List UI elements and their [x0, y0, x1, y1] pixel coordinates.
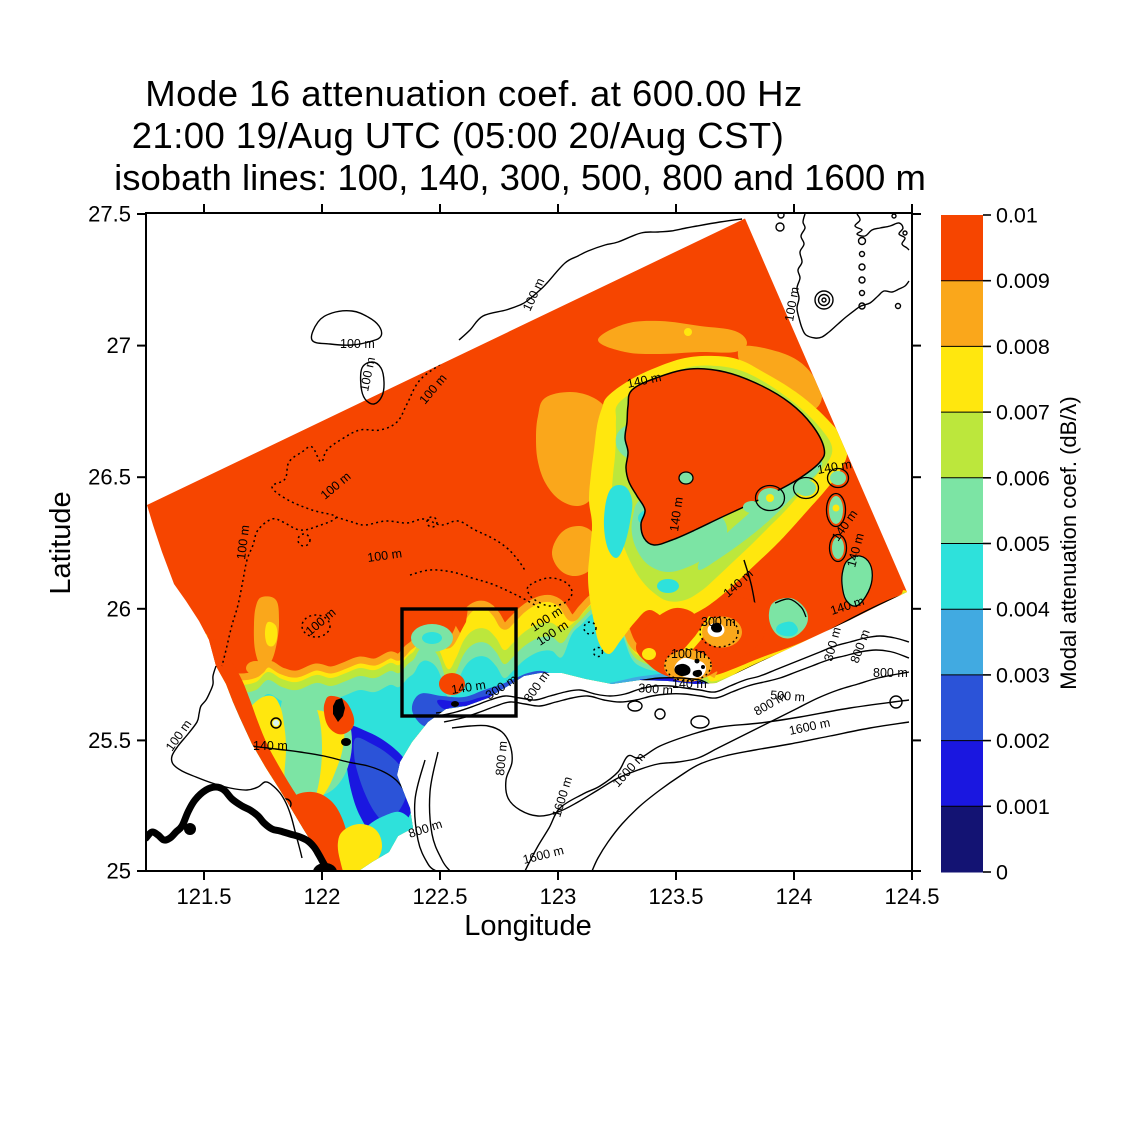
svg-text:121.5: 121.5 [176, 884, 231, 909]
svg-text:21:00 19/Aug UTC (05:00 20/Aug: 21:00 19/Aug UTC (05:00 20/Aug CST) [132, 115, 784, 156]
svg-text:Longitude: Longitude [464, 910, 591, 942]
svg-text:300 m: 300 m [638, 681, 674, 697]
svg-text:140 m: 140 m [816, 457, 853, 477]
svg-text:26.5: 26.5 [88, 465, 131, 490]
svg-text:800 m: 800 m [493, 740, 510, 776]
svg-text:100 m: 100 m [520, 276, 547, 313]
svg-text:124: 124 [776, 884, 813, 909]
svg-text:0.007: 0.007 [996, 401, 1050, 425]
svg-text:25.5: 25.5 [88, 728, 131, 753]
svg-text:100 m: 100 m [357, 356, 378, 393]
svg-text:isobath lines: 100, 140, 300,: isobath lines: 100, 140, 300, 500, 800 a… [114, 157, 926, 198]
svg-text:140 m: 140 m [672, 677, 707, 691]
svg-text:122.5: 122.5 [412, 884, 467, 909]
svg-text:0.003: 0.003 [996, 663, 1050, 687]
svg-text:0.005: 0.005 [996, 532, 1050, 556]
svg-text:0.01: 0.01 [996, 204, 1038, 228]
svg-text:0.001: 0.001 [996, 795, 1050, 819]
svg-text:Latitude: Latitude [45, 491, 77, 594]
svg-text:Mode 16 attenuation coef. at 6: Mode 16 attenuation coef. at 600.00 Hz [145, 73, 802, 114]
svg-text:500 m: 500 m [770, 688, 806, 704]
svg-text:800 m: 800 m [873, 666, 908, 680]
svg-text:0.004: 0.004 [996, 598, 1050, 622]
svg-text:0: 0 [996, 861, 1008, 885]
svg-text:800 m: 800 m [407, 817, 444, 841]
svg-text:800 m: 800 m [848, 628, 873, 665]
svg-text:100 m: 100 m [782, 286, 802, 323]
svg-text:100 m: 100 m [163, 717, 194, 753]
svg-text:140 m: 140 m [253, 739, 288, 753]
svg-text:122: 122 [304, 884, 341, 909]
svg-text:0.008: 0.008 [996, 335, 1050, 359]
svg-text:0.002: 0.002 [996, 729, 1050, 753]
svg-text:27: 27 [107, 333, 131, 358]
svg-text:140 m: 140 m [450, 678, 487, 697]
svg-text:27.5: 27.5 [88, 202, 131, 227]
svg-text:123: 123 [540, 884, 577, 909]
svg-text:1600 m: 1600 m [788, 716, 832, 738]
svg-text:Modal attenuation coef. (dB/λ): Modal attenuation coef. (dB/λ) [1056, 396, 1081, 690]
svg-text:1600 m: 1600 m [549, 775, 575, 819]
svg-text:1600 m: 1600 m [521, 843, 565, 867]
svg-text:124.5: 124.5 [884, 884, 939, 909]
svg-text:140 m: 140 m [667, 496, 686, 532]
svg-text:100 m: 100 m [671, 647, 706, 661]
svg-text:26: 26 [107, 596, 131, 621]
svg-text:100 m: 100 m [366, 546, 402, 565]
svg-text:100 m: 100 m [234, 524, 252, 560]
svg-text:123.5: 123.5 [648, 884, 703, 909]
svg-text:100 m: 100 m [340, 337, 375, 351]
svg-text:0.009: 0.009 [996, 269, 1050, 293]
svg-text:300 m: 300 m [701, 615, 736, 629]
svg-text:0.006: 0.006 [996, 466, 1050, 490]
svg-text:25: 25 [107, 859, 131, 884]
